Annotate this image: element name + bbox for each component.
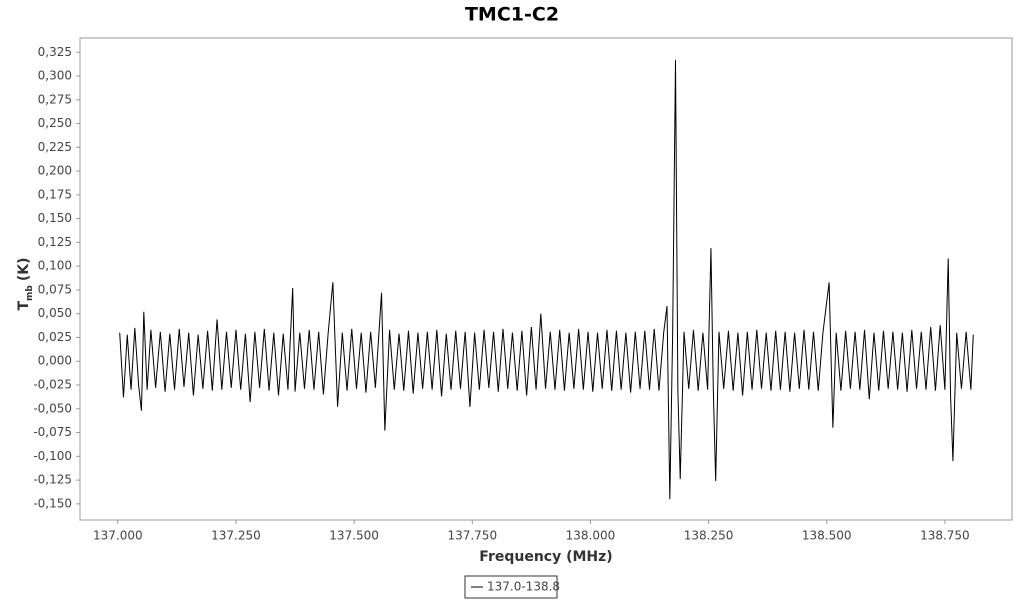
x-tick-label: 137.500: [329, 529, 379, 543]
chart-title: TMC1-C2: [465, 4, 559, 26]
y-tick-label: 0,175: [38, 187, 72, 201]
y-tick-label: 0,200: [38, 164, 72, 178]
y-tick-label: 0,325: [38, 45, 72, 59]
y-axis-label-unit: (K): [16, 257, 32, 281]
y-tick-label: 0,300: [38, 69, 72, 83]
y-axis-label: Tmb (K): [16, 257, 35, 310]
x-tick-label: 138.750: [920, 529, 970, 543]
plot-frame: [79, 37, 1013, 521]
y-tick-label: 0,225: [38, 140, 72, 154]
legend-box: [464, 575, 558, 599]
y-tick-label: -0,025: [33, 378, 72, 392]
x-tick-label: 138.500: [802, 529, 852, 543]
legend-label: 137.0-138.8: [487, 580, 560, 594]
y-tick-label: 0,000: [38, 354, 72, 368]
x-axis-label: Frequency (MHz): [479, 549, 612, 565]
x-tick-label: 138.250: [684, 529, 734, 543]
y-tick-label: -0,125: [33, 473, 72, 487]
x-tick-label: 138.000: [566, 529, 616, 543]
y-tick-label: 0,250: [38, 116, 72, 130]
y-tick-label: 0,025: [38, 330, 72, 344]
x-tick-label: 137.750: [447, 529, 497, 543]
x-tick-label: 137.250: [211, 529, 261, 543]
x-tick-label: 137.000: [93, 529, 143, 543]
series-line: [119, 59, 974, 500]
y-tick-label: 0,125: [38, 235, 72, 249]
y-axis-label-sub: mb: [25, 285, 35, 301]
y-axis-label-main: T: [16, 301, 32, 311]
y-tick-label: 0,150: [38, 211, 72, 225]
y-tick-label: -0,150: [33, 496, 72, 510]
y-tick-label: -0,100: [33, 449, 72, 463]
y-tick-label: -0,075: [33, 425, 72, 439]
y-tick-label: 0,275: [38, 92, 72, 106]
y-tick-label: -0,050: [33, 401, 72, 415]
y-tick-label: 0,075: [38, 282, 72, 296]
y-tick-label: 0,050: [38, 306, 72, 320]
y-tick-label: 0,100: [38, 259, 72, 273]
